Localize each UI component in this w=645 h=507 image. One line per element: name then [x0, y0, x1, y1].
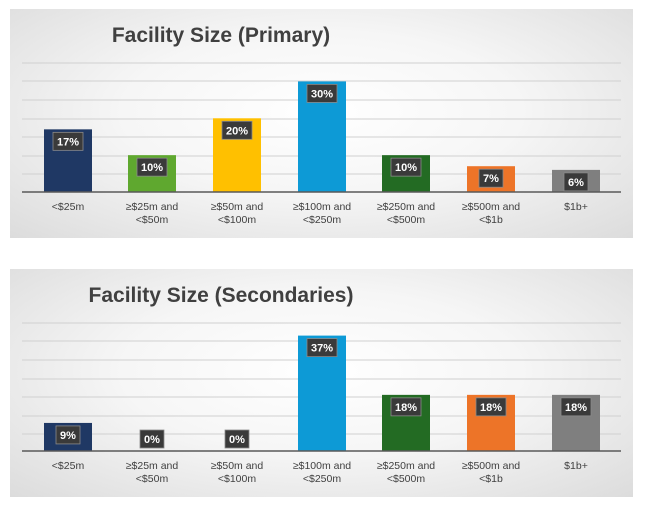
- data-label: 18%: [560, 397, 592, 417]
- data-label-background: [560, 397, 592, 417]
- data-label-background: [475, 397, 507, 417]
- x-tick-label: ≥$500m and <$1b: [462, 460, 520, 485]
- data-label-text: 10%: [395, 162, 417, 174]
- data-label: 17%: [52, 131, 84, 151]
- data-label-text: 10%: [141, 162, 163, 174]
- x-tick-label: $1b+: [564, 201, 588, 213]
- bar-chart-primary: Facility Size (Primary) 17% 10% 20% 30% 10% 7…: [22, 24, 621, 226]
- data-label-background: [139, 429, 165, 449]
- data-label: 18%: [390, 397, 422, 417]
- chart-panel-primary: Facility Size (Primary) 17% 10% 20% 30% 10% 7…: [10, 9, 633, 238]
- data-label-text: 0%: [144, 434, 160, 446]
- data-label: 6%: [563, 172, 589, 192]
- data-label-background: [136, 157, 168, 177]
- bar-chart-secondaries: Facility Size (Secondaries) 9% 0% 0% 37% 18%…: [22, 284, 621, 485]
- data-label: 30%: [306, 84, 338, 103]
- data-label: 20%: [221, 120, 253, 140]
- data-label-text: 18%: [480, 402, 502, 414]
- data-label-background: [478, 168, 504, 188]
- data-label-text: 20%: [226, 125, 248, 137]
- x-tick-label: <$25m: [52, 460, 85, 472]
- x-tick-label: ≥$50m and <$100m: [211, 460, 264, 485]
- data-label-background: [563, 172, 589, 192]
- data-label-text: 37%: [311, 343, 333, 355]
- x-tick-label: ≥$250m and <$500m: [377, 460, 435, 485]
- data-label-text: 18%: [395, 402, 417, 414]
- data-label-text: 6%: [568, 177, 584, 189]
- data-label-text: 18%: [565, 402, 587, 414]
- x-tick-label: <$25m: [52, 201, 85, 213]
- x-tick-label: ≥$25m and <$50m: [126, 201, 179, 226]
- data-label: 7%: [478, 168, 504, 188]
- chart-title: Facility Size (Primary): [112, 24, 330, 47]
- data-label-text: 7%: [483, 173, 499, 185]
- data-label-background: [224, 429, 250, 449]
- data-label-background: [390, 157, 422, 177]
- x-tick-label: ≥$250m and <$500m: [377, 201, 435, 226]
- data-label-background: [52, 131, 84, 151]
- data-label: 18%: [475, 397, 507, 417]
- data-label: 9%: [55, 425, 81, 445]
- data-label: 0%: [224, 429, 250, 449]
- data-label-background: [55, 425, 81, 445]
- data-label: 10%: [136, 157, 168, 177]
- data-label: 10%: [390, 157, 422, 177]
- data-label-text: 30%: [311, 88, 333, 100]
- x-tick-label: ≥$500m and <$1b: [462, 201, 520, 226]
- data-label-background: [306, 84, 338, 103]
- data-label-background: [306, 338, 338, 357]
- data-label-background: [390, 397, 422, 417]
- data-label: 0%: [139, 429, 165, 449]
- data-label-text: 17%: [57, 136, 79, 148]
- x-tick-label: $1b+: [564, 460, 588, 472]
- x-tick-label: ≥$50m and <$100m: [211, 201, 264, 226]
- chart-panel-secondaries: Facility Size (Secondaries) 9% 0% 0% 37% 18%…: [10, 269, 633, 497]
- data-label-background: [221, 120, 253, 140]
- x-tick-label: ≥$25m and <$50m: [126, 460, 179, 485]
- data-label-text: 9%: [60, 430, 76, 442]
- data-label-text: 0%: [229, 434, 245, 446]
- chart-title: Facility Size (Secondaries): [89, 284, 354, 307]
- data-label: 37%: [306, 338, 338, 357]
- x-tick-label: ≥$100m and <$250m: [293, 201, 351, 226]
- x-tick-label: ≥$100m and <$250m: [293, 460, 351, 485]
